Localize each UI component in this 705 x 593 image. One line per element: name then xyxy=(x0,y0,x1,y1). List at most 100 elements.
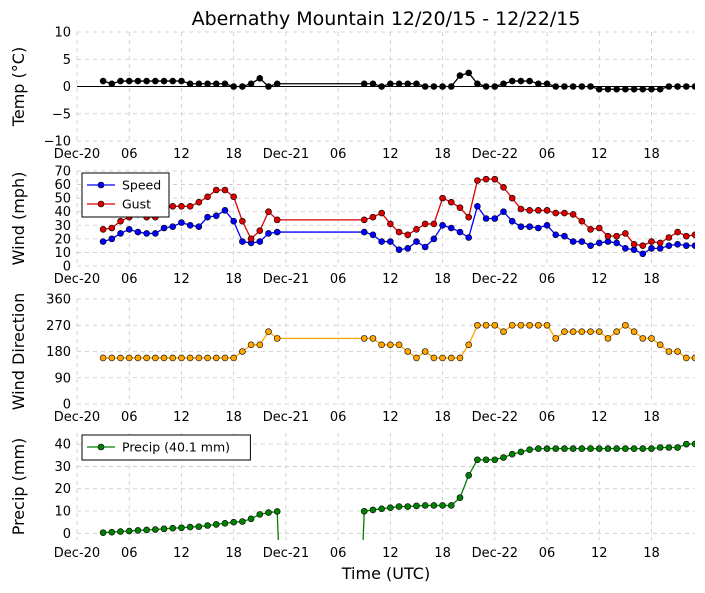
wind-point xyxy=(648,238,655,245)
temp-point xyxy=(204,80,211,88)
wind-point xyxy=(265,208,272,216)
precip-point xyxy=(212,521,220,528)
precip-point xyxy=(474,456,481,464)
precip-point xyxy=(456,494,464,501)
direction-point xyxy=(648,335,655,342)
wind-point xyxy=(230,217,237,225)
temp-point xyxy=(500,80,507,88)
temp-point xyxy=(665,83,673,90)
wind-xtick-label: 12 xyxy=(382,272,399,287)
temp-point xyxy=(622,85,629,93)
wind-point xyxy=(369,231,377,239)
precip-xtick-label: 12 xyxy=(382,546,399,561)
wind-point xyxy=(578,217,586,225)
precip-ytick-label: 30 xyxy=(54,460,71,475)
precip-point xyxy=(230,518,237,526)
temp-point xyxy=(656,85,664,93)
temp-xtick-label: 06 xyxy=(330,147,347,162)
temp-xtick-label: 18 xyxy=(643,147,660,162)
wind-point xyxy=(595,239,603,247)
precip-ytick-label: 20 xyxy=(54,482,71,497)
wind-point xyxy=(587,226,594,233)
precip-point xyxy=(99,529,107,536)
precip-point xyxy=(387,504,394,511)
temp-point xyxy=(239,83,246,90)
temp-point xyxy=(439,83,446,90)
precip-point xyxy=(169,524,177,532)
wind-point xyxy=(204,213,211,221)
wind-point xyxy=(178,202,185,210)
wind-point xyxy=(604,238,612,245)
direction-point xyxy=(561,328,568,335)
temp-point xyxy=(160,77,168,85)
temp-point xyxy=(604,85,612,93)
wind-point xyxy=(665,242,673,249)
direction-point xyxy=(117,354,124,362)
direction-ytick-label: 0 xyxy=(63,398,71,413)
precip-point xyxy=(439,502,446,509)
direction-point xyxy=(682,354,690,362)
precip-point xyxy=(265,509,272,516)
wind-ytick-label: 30 xyxy=(54,219,71,234)
wind-point xyxy=(256,227,264,235)
wind-point xyxy=(387,238,394,245)
temp-point xyxy=(360,80,368,88)
wind-point xyxy=(221,186,229,194)
wind-point xyxy=(447,224,455,232)
precip-xtick-label: 12 xyxy=(173,546,190,561)
precip-legend: Precip (40.1 mm) xyxy=(81,434,251,461)
precip-point xyxy=(160,525,168,533)
temp-ytick-label: 10 xyxy=(54,26,71,41)
precip-point xyxy=(691,440,695,448)
wind-series-speed xyxy=(99,202,695,258)
wind-point xyxy=(404,245,412,252)
precip-panel: 0 10 20 30 40 Dec-20 06 12 18 Dec-21 06 12 18 Dec-22 0… xyxy=(9,433,695,561)
wind-point xyxy=(561,209,568,217)
wind-point xyxy=(613,232,620,240)
temp-point xyxy=(186,80,194,88)
precip-point xyxy=(674,444,681,451)
wind-point xyxy=(682,242,690,249)
precip-point xyxy=(117,528,124,535)
temp-point xyxy=(535,80,542,88)
wind-point xyxy=(178,219,185,226)
direction-point xyxy=(256,341,264,349)
temp-xtick-label: Dec-21 xyxy=(263,147,309,162)
direction-ytick-label: 180 xyxy=(46,345,71,360)
temp-point xyxy=(247,80,255,88)
precip-ytick-label: 10 xyxy=(54,505,71,520)
wind-point xyxy=(265,230,272,237)
temp-point xyxy=(117,77,124,85)
direction-point xyxy=(369,335,377,342)
direction-point xyxy=(639,335,647,342)
precip-point xyxy=(421,502,429,509)
precip-point xyxy=(665,444,673,451)
precip-point xyxy=(413,502,420,510)
precip-point xyxy=(482,456,490,464)
wind-point xyxy=(508,217,516,225)
precip-point xyxy=(552,445,560,452)
temp-point xyxy=(613,85,620,93)
temp-point xyxy=(482,83,490,90)
wind-point xyxy=(273,216,281,224)
chart-title: Abernathy Mountain 12/20/15 - 12/22/15 xyxy=(192,8,581,30)
wind-point xyxy=(369,213,377,221)
direction-point xyxy=(152,354,159,362)
direction-xtick-label: 18 xyxy=(225,410,242,425)
wind-xtick-label: Dec-22 xyxy=(472,272,518,287)
temp-xtick-label: 06 xyxy=(539,147,556,162)
temp-ytick-label: 5 xyxy=(63,53,71,68)
temp-point xyxy=(517,77,525,85)
temp-point xyxy=(99,77,107,85)
precip-point xyxy=(465,472,472,479)
wind-point xyxy=(195,223,203,230)
wind-point xyxy=(186,221,194,229)
temp-point xyxy=(682,83,690,90)
direction-xtick-label: 12 xyxy=(382,410,399,425)
temp-point xyxy=(369,80,377,88)
temp-xtick-label: Dec-22 xyxy=(472,147,518,162)
precip-point xyxy=(178,524,185,532)
precip-point xyxy=(491,456,499,464)
wind-point xyxy=(491,175,499,183)
